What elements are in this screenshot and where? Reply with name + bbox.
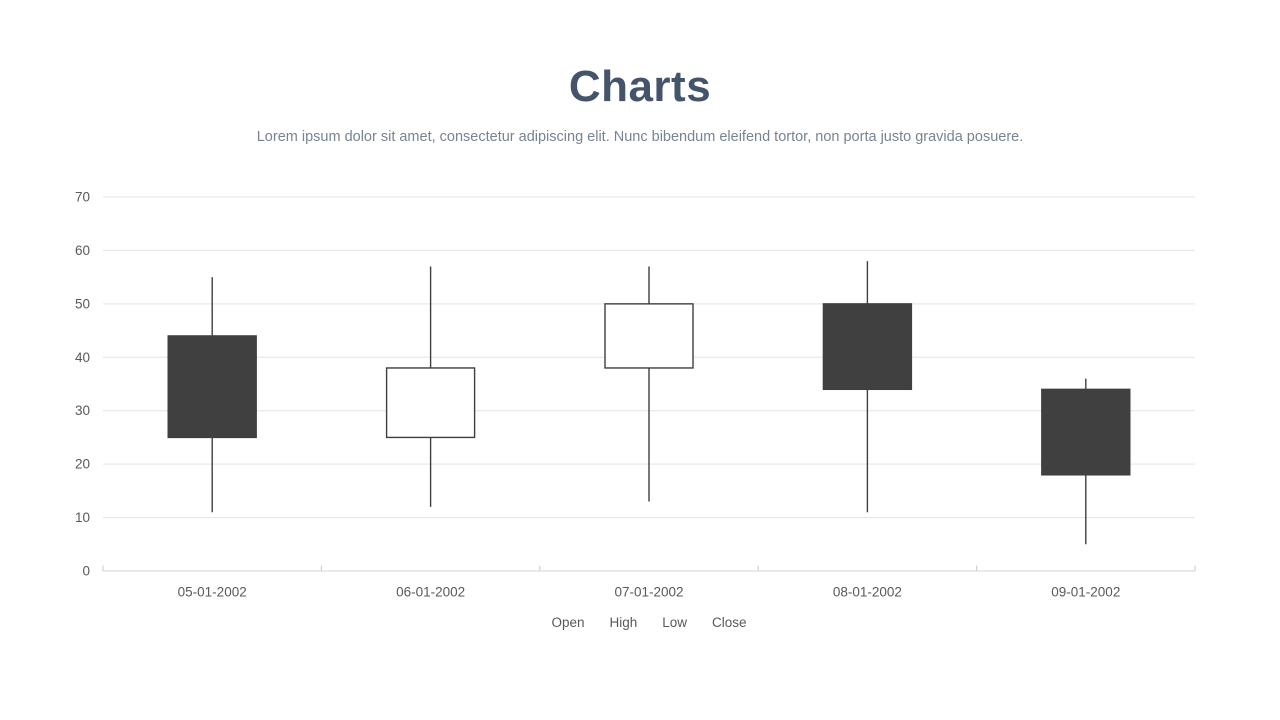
legend-item-high: High xyxy=(609,615,638,630)
y-axis-tick-label: 60 xyxy=(75,243,90,258)
x-axis-label: 06-01-2002 xyxy=(396,585,465,600)
x-axis-label: 07-01-2002 xyxy=(614,585,683,600)
y-axis-tick-label: 30 xyxy=(75,403,90,418)
candle-body xyxy=(385,367,476,439)
y-axis-tick-label: 40 xyxy=(75,350,90,365)
legend-item-open: Open xyxy=(551,615,585,630)
y-axis-tick-label: 70 xyxy=(75,190,90,205)
y-axis-tick-label: 50 xyxy=(75,296,90,311)
x-axis-label: 08-01-2002 xyxy=(833,585,902,600)
candle-body xyxy=(1041,388,1131,476)
candle-body xyxy=(167,335,257,439)
y-axis-tick-label: 20 xyxy=(75,457,90,472)
legend-item-low: Low xyxy=(662,615,688,630)
candle-body xyxy=(822,303,913,391)
page-subtitle: Lorem ipsum dolor sit amet, consectetur … xyxy=(256,129,1024,145)
y-axis-tick-label: 10 xyxy=(75,510,90,525)
x-axis-label: 09-01-2002 xyxy=(1051,585,1120,600)
y-axis-tick-label: 0 xyxy=(82,564,90,579)
legend-item-close: Close xyxy=(712,615,747,630)
x-axis-label: 05-01-2002 xyxy=(178,585,247,600)
candle-body xyxy=(604,303,694,369)
page-title: Charts xyxy=(568,62,712,111)
chart-legend: Open High Low Close xyxy=(103,614,1195,632)
